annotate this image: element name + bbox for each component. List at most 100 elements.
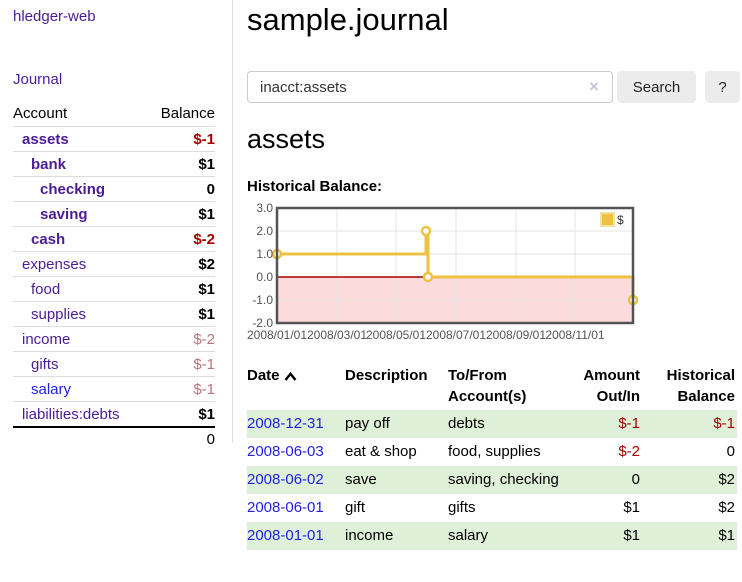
transaction-balance: $2	[718, 499, 735, 516]
transaction-date-link[interactable]: 2008-06-03	[247, 443, 324, 460]
transaction-balance: $-1	[713, 415, 735, 432]
account-row-saving: saving $1	[13, 201, 215, 226]
account-row-checking: checking 0	[13, 176, 215, 201]
date-column-header[interactable]: Date	[247, 362, 345, 410]
transaction-amount: $1	[623, 499, 640, 516]
clear-search-icon[interactable]: ×	[589, 77, 599, 96]
account-link-income[interactable]: income	[22, 330, 71, 348]
account-link-bank[interactable]: bank	[31, 155, 67, 173]
account-balance: $1	[198, 155, 215, 173]
legend-swatch-icon	[600, 212, 615, 227]
transaction-date-link[interactable]: 2008-12-31	[247, 415, 324, 432]
svg-text:0.0: 0.0	[256, 270, 273, 284]
register-row: 2008-06-01 gift gifts $1 $2	[247, 494, 737, 522]
account-column-header: Account	[13, 104, 68, 122]
search-button[interactable]: Search	[617, 71, 696, 103]
accounts-total-value: 0	[206, 431, 215, 448]
historical-balance-chart: $ 3.0 2.0 1.0 0.0 -1.0 -2.0 2008/01/01 2…	[247, 201, 639, 342]
account-row-supplies: supplies $1	[13, 301, 215, 326]
transaction-description: eat & shop	[345, 443, 417, 460]
transaction-balance: $1	[718, 527, 735, 544]
svg-text:2008/07/01: 2008/07/01	[426, 328, 486, 342]
account-row-cash: cash $-2	[13, 226, 215, 251]
transaction-balance: 0	[726, 443, 735, 460]
account-link-salary[interactable]: salary	[31, 380, 72, 398]
transaction-accounts: debts	[448, 415, 485, 432]
account-balance: $1	[198, 280, 215, 298]
legend-label: $	[617, 213, 624, 227]
account-link-gifts[interactable]: gifts	[31, 355, 59, 373]
transaction-description: save	[345, 471, 377, 488]
transaction-date-link[interactable]: 2008-06-01	[247, 499, 324, 516]
account-link-food[interactable]: food	[31, 280, 61, 298]
main-content: sample.journal × Search ? assets Histori…	[247, 0, 742, 582]
svg-text:-2.0: -2.0	[252, 316, 273, 330]
chart-legend: $	[598, 211, 631, 229]
account-row-expenses: expenses $2	[13, 251, 215, 276]
sidebar: hledger-web Journal Account Balance asse…	[0, 0, 232, 582]
account-row-income: income $-2	[13, 326, 215, 351]
transaction-accounts: saving, checking	[448, 471, 559, 488]
svg-text:3.0: 3.0	[256, 201, 273, 215]
account-link-liabilities-debts[interactable]: liabilities:debts	[22, 405, 120, 423]
account-link-assets[interactable]: assets	[22, 130, 69, 148]
svg-text:2008/01/01: 2008/01/01	[247, 328, 307, 342]
amount-column-header: Amount Out/In	[583, 367, 640, 405]
transaction-amount: $-1	[618, 415, 640, 432]
register-row: 2008-01-01 income salary $1 $1	[247, 522, 737, 550]
transaction-description: gift	[345, 499, 366, 516]
transaction-description: pay off	[345, 415, 390, 432]
help-button[interactable]: ?	[705, 71, 740, 103]
page-title: sample.journal	[247, 2, 449, 37]
transaction-accounts: gifts	[448, 499, 476, 516]
balance-column-header: Balance	[160, 104, 215, 122]
account-balance: $2	[198, 255, 215, 273]
sidebar-item-journal[interactable]: Journal	[13, 71, 63, 88]
register-table-container: Date Description To/From Account(s) Amou…	[247, 362, 737, 550]
account-balance: 0	[206, 180, 215, 198]
svg-text:2.0: 2.0	[256, 224, 273, 238]
transaction-accounts: salary	[448, 527, 489, 544]
transaction-date-link[interactable]: 2008-01-01	[247, 527, 324, 544]
account-row-gifts: gifts $-1	[13, 351, 215, 376]
account-row-assets: assets $-1	[13, 126, 215, 151]
transaction-accounts: food, supplies	[448, 443, 541, 460]
register-row: 2008-06-02 save saving, checking 0 $2	[247, 466, 737, 494]
account-balance: $1	[198, 305, 215, 323]
account-balance: $-2	[193, 230, 215, 248]
search-bar: × Search ?	[247, 71, 742, 103]
account-balance: $1	[198, 205, 215, 223]
svg-text:2008/09/01: 2008/09/01	[486, 328, 546, 342]
account-link-cash[interactable]: cash	[31, 230, 66, 248]
account-row-bank: bank $1	[13, 151, 215, 176]
svg-text:-1.0: -1.0	[252, 293, 273, 307]
account-link-checking[interactable]: checking	[40, 180, 106, 198]
transaction-balance: $2	[718, 471, 735, 488]
account-heading: assets	[247, 124, 326, 154]
account-balance: $-2	[193, 330, 215, 348]
account-row-salary: salary $-1	[13, 376, 215, 401]
transaction-date-link[interactable]: 2008-06-02	[247, 471, 324, 488]
app-title-link[interactable]: hledger-web	[13, 8, 96, 25]
y-axis-labels: 3.0 2.0 1.0 0.0 -1.0 -2.0	[252, 201, 273, 330]
svg-text:2008/11/01: 2008/11/01	[545, 328, 604, 342]
svg-text:2008/03/01: 2008/03/01	[307, 328, 367, 342]
balance-column-header: Historical Balance	[666, 367, 735, 405]
account-link-expenses[interactable]: expenses	[22, 255, 87, 273]
transaction-description: income	[345, 527, 394, 544]
sort-ascending-icon	[284, 371, 296, 381]
svg-text:2008/05/01: 2008/05/01	[366, 328, 426, 342]
account-row-food: food $1	[13, 276, 215, 301]
register-row: 2008-12-31 pay off debts $-1 $-1	[247, 410, 737, 438]
register-table: Date Description To/From Account(s) Amou…	[247, 362, 737, 550]
x-axis-labels: 2008/01/01 2008/03/01 2008/05/01 2008/07…	[247, 328, 605, 342]
search-input[interactable]	[247, 71, 613, 103]
account-link-saving[interactable]: saving	[40, 205, 88, 223]
account-row-liabilities-debts: liabilities:debts $1	[13, 401, 215, 426]
account-link-supplies[interactable]: supplies	[31, 305, 87, 323]
account-balance: $1	[198, 405, 215, 423]
svg-text:1.0: 1.0	[256, 247, 273, 261]
plot-border	[275, 206, 635, 325]
account-balance: $-1	[193, 130, 215, 148]
transaction-amount: 0	[631, 471, 640, 488]
